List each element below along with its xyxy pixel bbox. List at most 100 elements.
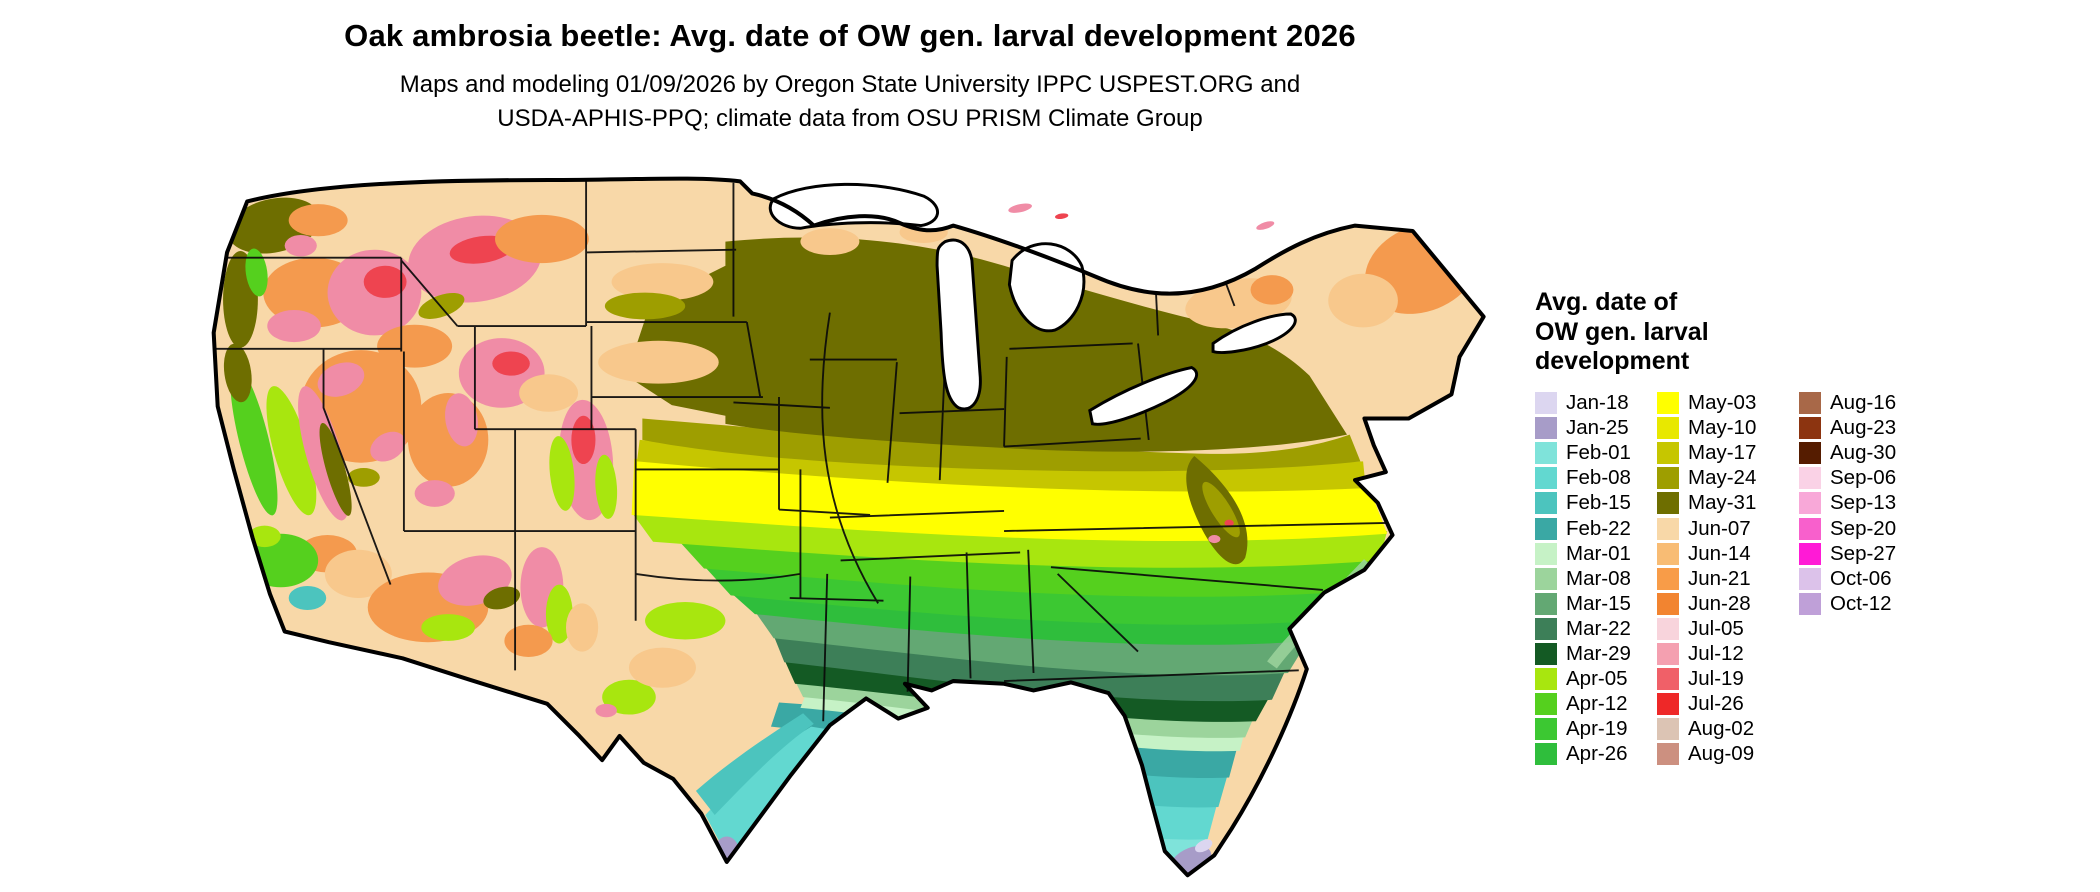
terrain-mojave-peach: [324, 549, 392, 598]
legend-swatch: [1799, 542, 1821, 565]
legend-swatch: [1657, 693, 1679, 716]
terrain-wy-red: [492, 351, 530, 376]
legend-column: May-03 May-10 May-17 May-24 May-31 Jun-07 Jun-…: [1657, 391, 1799, 767]
legend-swatch: [1799, 492, 1821, 515]
legend-entry: Jun-07: [1657, 516, 1799, 541]
legend-label: Jul-05: [1688, 616, 1744, 640]
legend-entry: Jul-12: [1657, 641, 1799, 666]
legend-swatch: [1799, 467, 1821, 490]
canada-speck-3: [1256, 221, 1275, 230]
legend-label: Feb-15: [1566, 491, 1631, 515]
lake-michigan: [935, 238, 982, 411]
legend-label: May-31: [1688, 491, 1757, 515]
terrain-ne-sandhills: [598, 340, 719, 384]
us-map-svg: [211, 176, 1486, 878]
legend-entry: Sep-20: [1799, 516, 1896, 541]
legend-entry: May-24: [1657, 466, 1799, 491]
map-legend: Avg. date of OW gen. larval development …: [1535, 288, 2075, 767]
terrain-co-red: [571, 415, 596, 465]
terrain-ut-pink2: [414, 480, 455, 507]
subtitle-line-2: USDA-APHIS-PPQ; climate data from OSU PR…: [497, 104, 1203, 132]
legend-label: Jun-28: [1688, 591, 1751, 615]
florida-lavender-light: [1195, 839, 1213, 853]
legend-label: Apr-12: [1566, 692, 1628, 716]
legend-entry: May-17: [1657, 441, 1799, 466]
legend-swatch: [1657, 392, 1679, 415]
legend-label: Aug-30: [1830, 441, 1897, 465]
legend-swatch: [1799, 442, 1821, 465]
legend-entry: Jun-21: [1657, 566, 1799, 591]
terrain-wtx-chartreuse: [602, 679, 656, 715]
legend-entry: May-03: [1657, 391, 1799, 416]
legend-entry: Jan-25: [1535, 416, 1657, 441]
legend-label: Jul-12: [1688, 641, 1744, 665]
legend-entry: Aug-30: [1799, 441, 1896, 466]
legend-swatch: [1657, 592, 1679, 615]
legend-label: Jun-07: [1688, 516, 1751, 540]
us-outline: [211, 176, 1486, 878]
legend-entry: Feb-22: [1535, 516, 1657, 541]
legend-swatch: [1657, 442, 1679, 465]
legend-entry: Aug-09: [1657, 742, 1799, 767]
terrain-sd-peach: [611, 263, 714, 301]
state-borders: [213, 178, 1388, 722]
terrain-wtx-pink: [595, 703, 617, 718]
terrain-socal-teal: [288, 585, 327, 611]
terrain-nca-olive: [223, 343, 252, 403]
legend-entry: Apr-26: [1535, 742, 1657, 767]
legend-entry: Sep-27: [1799, 541, 1896, 566]
legend-label: Sep-06: [1830, 466, 1897, 490]
legend-swatch: [1535, 467, 1557, 490]
legend-entry: May-31: [1657, 491, 1799, 516]
terrain-nv-pink2: [370, 431, 406, 462]
legend-label: Mar-08: [1566, 566, 1631, 590]
legend-swatch: [1535, 542, 1557, 565]
legend-swatch: [1657, 467, 1679, 490]
legend-entry: Mar-08: [1535, 566, 1657, 591]
legend-label: May-03: [1688, 391, 1757, 415]
texas-coast-aqua: [705, 726, 828, 861]
legend-swatch: [1799, 417, 1821, 440]
legend-swatch: [1535, 592, 1557, 615]
terrain-appalachia-pink-dot: [1208, 535, 1221, 544]
legend-entry: Sep-13: [1799, 491, 1896, 516]
legend-entry: Apr-12: [1535, 692, 1657, 717]
terrain-az-chartreuse: [421, 614, 475, 641]
legend-entry: Mar-01: [1535, 541, 1657, 566]
legend-entry: Oct-06: [1799, 566, 1896, 591]
legend-label: Jan-25: [1566, 416, 1629, 440]
figure-header: Oak ambrosia beetle: Avg. date of OW gen…: [0, 18, 1700, 135]
legend-swatch: [1657, 743, 1679, 766]
terrain-nv-pink1: [317, 362, 365, 397]
legend-column: Aug-16 Aug-23 Aug-30 Sep-06 Sep-13 Sep-20 Sep-…: [1799, 391, 1896, 617]
legend-label: Feb-08: [1566, 466, 1631, 490]
legend-swatch: [1535, 693, 1557, 716]
legend-swatch: [1799, 567, 1821, 590]
terrain-co-chartreuse-w: [549, 436, 575, 511]
legend-label: Jul-19: [1688, 667, 1744, 691]
terrain-wa-pink: [284, 234, 317, 257]
legend-swatch: [1657, 542, 1679, 565]
legend-label: Apr-19: [1566, 717, 1628, 741]
legend-swatch: [1535, 442, 1557, 465]
terrain-appalachia-red-dot: [1224, 519, 1234, 527]
legend-swatch: [1535, 668, 1557, 691]
legend-label: Jun-21: [1688, 566, 1751, 590]
legend-label: Sep-20: [1830, 516, 1897, 540]
legend-swatch: [1535, 567, 1557, 590]
subtitle-line-1: Maps and modeling 01/09/2026 by Oregon S…: [399, 71, 1301, 98]
legend-label: Aug-16: [1830, 391, 1897, 415]
legend-entry: Apr-05: [1535, 667, 1657, 692]
legend-swatch: [1657, 517, 1679, 540]
legend-entry: Mar-15: [1535, 591, 1657, 616]
map-fill-layers: [213, 178, 1484, 876]
page-subtitle: Maps and modeling 01/09/2026 by Oregon S…: [0, 68, 1700, 135]
legend-entry: Jun-28: [1657, 591, 1799, 616]
legend-entry: Oct-12: [1799, 591, 1896, 616]
legend-swatch: [1657, 492, 1679, 515]
legend-label: Sep-27: [1830, 541, 1897, 565]
terrain-sierra-olive: [319, 422, 352, 516]
legend-label: Aug-09: [1688, 742, 1755, 766]
legend-entry: Jul-19: [1657, 667, 1799, 692]
legend-swatch: [1657, 642, 1679, 665]
